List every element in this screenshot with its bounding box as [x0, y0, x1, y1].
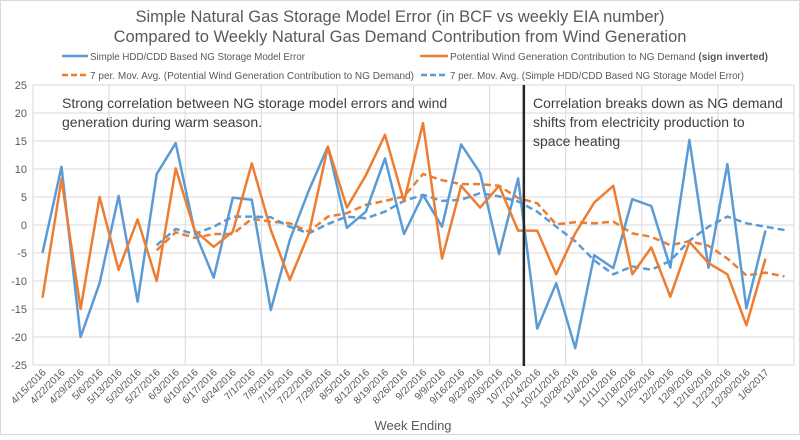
series-line-2	[155, 172, 785, 278]
y-tick-label: 20	[15, 108, 27, 120]
annotation-warm-line-2: generation during warm season.	[62, 114, 262, 130]
series-line-3	[155, 191, 785, 276]
y-tick-label: -5	[17, 248, 27, 260]
annotation-warm-season: Strong correlation between NG storage mo…	[62, 95, 447, 130]
legend-label-wind-suffix: (sign inverted)	[698, 51, 768, 63]
legend-label-model-error-ma: 7 per. Mov. Avg. (Simple HDD/CDD Based N…	[450, 70, 744, 82]
annotation-cold-line-3: space heating	[533, 133, 620, 149]
legend-label-wind-ma: 7 per. Mov. Avg. (Potential Wind Generat…	[90, 70, 414, 82]
gridlines	[32, 84, 795, 366]
y-tick-label: 15	[15, 136, 27, 148]
y-tick-label: -25	[11, 360, 27, 372]
annotation-cold-line-1: Correlation breaks down as NG demand	[533, 95, 783, 111]
y-axis-ticks: 25 20 15 10 5 0 -5 -10 -15 -20 -25	[11, 80, 27, 372]
annotation-cold-season: Correlation breaks down as NG demand shi…	[533, 95, 783, 149]
y-tick-label: -15	[11, 304, 27, 316]
legend-label-wind-text: Potential Wind Generation Contribution t…	[450, 51, 696, 63]
y-tick-label: -10	[11, 276, 27, 288]
series-lines	[41, 121, 785, 350]
series-line-1	[41, 121, 767, 327]
series-line-0	[41, 138, 767, 350]
annotation-cold-line-2: shifts from electricity production to	[533, 114, 745, 130]
chart-title-line-2: Compared to Weekly Natural Gas Demand Co…	[114, 28, 687, 46]
y-tick-label: 25	[15, 80, 27, 92]
y-tick-label: 0	[21, 220, 27, 232]
y-tick-label: 5	[21, 192, 27, 204]
y-tick-label: 10	[15, 164, 27, 176]
annotation-warm-line-1: Strong correlation between NG storage mo…	[62, 95, 447, 111]
x-axis-title: Week Ending	[374, 418, 451, 433]
legend-label-model-error: Simple HDD/CDD Based NG Storage Model Er…	[90, 51, 305, 63]
legend-label-wind: Potential Wind Generation Contribution t…	[450, 51, 768, 63]
y-tick-label: -20	[11, 332, 27, 344]
chart-title-line-1: Simple Natural Gas Storage Model Error (…	[135, 8, 664, 26]
legend: Simple HDD/CDD Based NG Storage Model Er…	[62, 51, 768, 82]
